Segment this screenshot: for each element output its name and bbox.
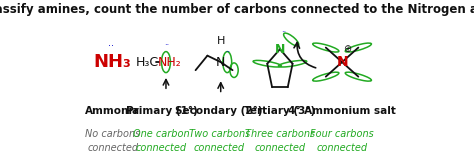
Text: One carbon
connected: One carbon connected xyxy=(133,129,190,153)
Text: Tertiary (3°): Tertiary (3°) xyxy=(244,106,316,116)
Text: Primary (1°): Primary (1°) xyxy=(126,106,197,116)
Text: N: N xyxy=(216,56,226,69)
Text: No carbons
connected: No carbons connected xyxy=(85,129,140,153)
Text: Three carbons
connected: Three carbons connected xyxy=(245,129,315,153)
Text: ··: ·· xyxy=(281,29,286,37)
Text: N: N xyxy=(275,43,285,56)
Text: Four carbons
connected: Four carbons connected xyxy=(310,129,374,153)
Text: ··: ·· xyxy=(164,41,169,50)
Text: ⊕: ⊕ xyxy=(343,44,351,54)
Text: 4° Ammonium salt: 4° Ammonium salt xyxy=(288,106,396,116)
Text: N: N xyxy=(336,55,348,69)
Text: Two carbons
connected: Two carbons connected xyxy=(189,129,250,153)
Text: NH₃: NH₃ xyxy=(94,53,132,71)
Text: ··: ·· xyxy=(226,48,231,57)
Text: NH₂: NH₂ xyxy=(158,56,182,69)
Text: Ammonia: Ammonia xyxy=(85,106,140,116)
Text: H: H xyxy=(217,36,225,46)
Text: H₃C: H₃C xyxy=(136,56,159,69)
Text: ··: ·· xyxy=(108,41,114,51)
Text: Secondary (2°): Secondary (2°) xyxy=(175,106,263,116)
Text: To classify amines, count the number of carbons connected to the Nitrogen atom!: To classify amines, count the number of … xyxy=(0,3,474,16)
